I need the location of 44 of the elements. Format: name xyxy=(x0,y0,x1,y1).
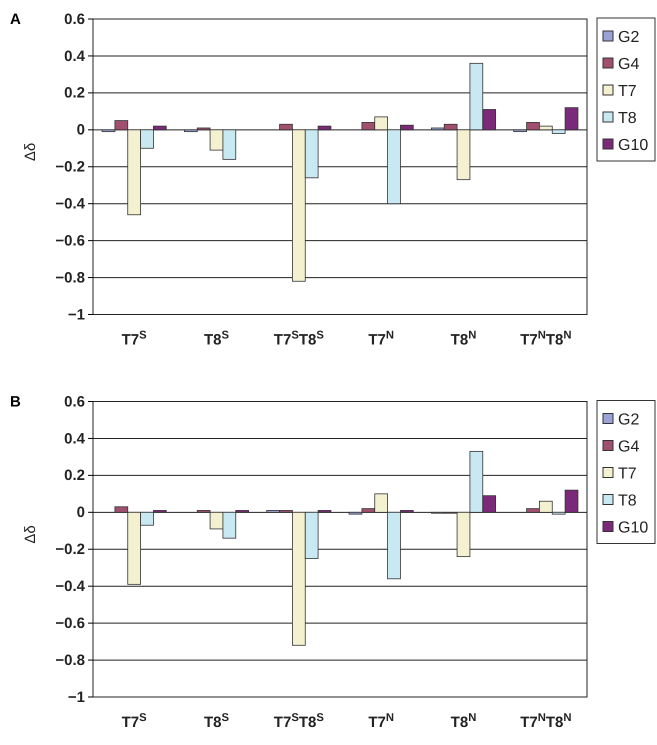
y-tick-label: 0.2 xyxy=(64,84,85,102)
x-tick-label: T7$^{N}$ xyxy=(368,330,394,348)
x-tick-label: T7$^{S}$ xyxy=(122,712,148,731)
x-tick-label: T7$^{S}$T8$^{S}$ xyxy=(274,330,324,348)
y-tick-label: −0.8 xyxy=(55,652,85,669)
y-tick-label: −0.8 xyxy=(55,269,85,286)
y-tick-label: 0.4 xyxy=(64,48,86,65)
x-tick-label: T7$^{S}$T8$^{S}$ xyxy=(274,712,324,731)
legend-label: G2 xyxy=(618,412,640,428)
legend-label: G2 xyxy=(618,29,640,46)
x-tick-label: T8$^{N}$ xyxy=(450,330,476,348)
chart-title: A xyxy=(10,11,21,28)
y-tick-label: −1 xyxy=(68,306,85,324)
legend-label: G4 xyxy=(618,438,640,456)
y-axis-title: Δδ xyxy=(22,142,39,162)
y-tick-label: −0.2 xyxy=(55,541,85,558)
x-tick-label: T7$^{N}$ xyxy=(368,712,394,731)
y-tick-label: −0.6 xyxy=(55,614,85,632)
y-tick-label: 0.4 xyxy=(64,430,86,448)
x-tick-label: T8$^{N}$ xyxy=(450,712,476,731)
y-tick-label: 0.6 xyxy=(64,10,85,28)
y-tick-label: −0.4 xyxy=(55,578,86,595)
legend-label: T7 xyxy=(618,466,637,482)
y-axis-title: Δδ xyxy=(22,525,39,544)
y-tick-label: −0.2 xyxy=(55,158,85,176)
y-tick-label: 0 xyxy=(76,504,85,522)
y-tick-label: 0 xyxy=(76,122,85,139)
y-tick-label: 0.6 xyxy=(64,393,85,410)
y-tick-label: 0.2 xyxy=(64,467,85,484)
legend-label: T8 xyxy=(618,110,637,127)
y-tick-label: −0.4 xyxy=(55,195,86,212)
legend-label: G10 xyxy=(618,520,648,536)
x-tick-label: T8$^{S}$ xyxy=(204,712,230,731)
x-tick-label: T7$^{N}$T8$^{N}$ xyxy=(520,712,572,731)
x-tick-label: T7$^{S}$ xyxy=(122,330,148,348)
legend-label: G10 xyxy=(618,137,648,154)
y-tick-label: −1 xyxy=(68,688,85,706)
legend-label: T7 xyxy=(618,83,637,100)
x-tick-label: T7$^{N}$T8$^{N}$ xyxy=(520,330,572,348)
chart-title: B xyxy=(10,394,21,410)
legend-label: G4 xyxy=(618,56,640,73)
y-tick-label: −0.6 xyxy=(55,232,85,250)
x-tick-label: T8$^{S}$ xyxy=(204,330,230,348)
legend-label: T8 xyxy=(618,492,637,510)
